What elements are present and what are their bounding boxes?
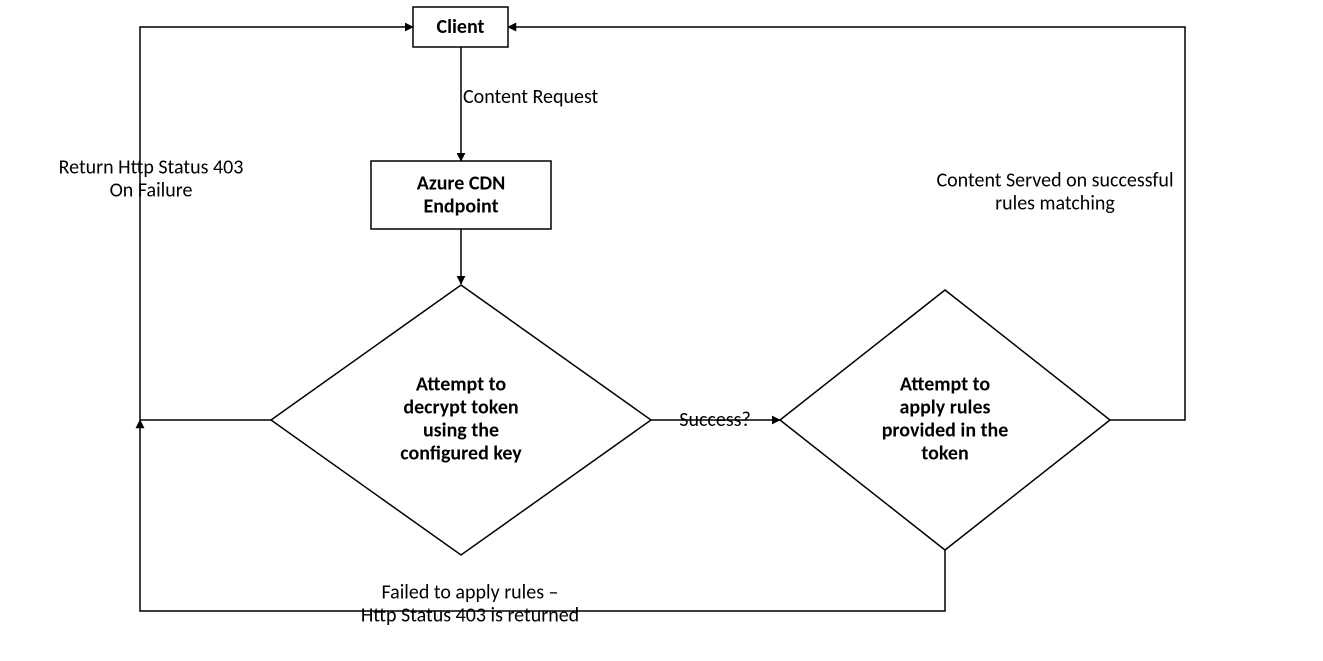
edge-label-e3: Success? — [679, 408, 750, 432]
edge-label-e6: Return Http Status 403On Failure — [59, 155, 244, 202]
node-label-client: Client — [437, 15, 485, 39]
edge-label-e5: Failed to apply rules –Http Status 403 i… — [361, 580, 579, 627]
node-label-decrypt: Attempt todecrypt tokenusing theconfigur… — [400, 372, 522, 465]
edge-label-e4: Content Served on successfulrules matchi… — [936, 168, 1173, 215]
edge-e4 — [508, 27, 1185, 420]
node-label-endpoint: Azure CDNEndpoint — [417, 171, 506, 218]
edge-label-e1: Content Request — [463, 85, 599, 109]
